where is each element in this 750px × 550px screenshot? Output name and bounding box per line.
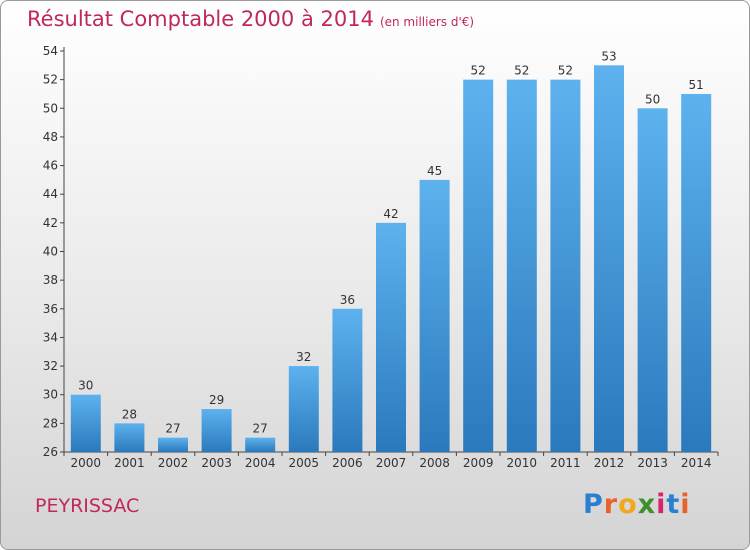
x-tick-label-2002: 2002 (158, 456, 189, 470)
x-tick-label-2008: 2008 (419, 456, 450, 470)
logo-letter: r (603, 489, 619, 520)
data-label-2011: 52 (558, 64, 573, 78)
chart-subtitle: (en milliers d'€) (379, 15, 475, 29)
y-tick-label: 36 (43, 302, 58, 316)
bar-2003 (201, 409, 232, 452)
x-tick-label-2010: 2010 (507, 456, 538, 470)
x-tick-label-2004: 2004 (245, 456, 276, 470)
bar-2004 (245, 437, 276, 452)
data-label-2012: 53 (601, 49, 616, 63)
y-tick-label: 44 (43, 187, 58, 201)
logo-letter: i (656, 489, 667, 520)
data-label-2003: 29 (209, 393, 224, 407)
chart-data-labels: 30 28 27 29 27 32 36 42 45 52 52 52 53 50 51 (78, 49, 704, 435)
x-tick-label-2000: 2000 (71, 456, 102, 470)
bar-2000 (70, 394, 101, 452)
data-label-2002: 27 (165, 422, 180, 436)
logo-letter: i (680, 489, 691, 520)
y-tick-label: 52 (43, 73, 58, 87)
x-tick-label-2005: 2005 (289, 456, 320, 470)
bar-2002 (158, 437, 188, 452)
logo-letter: o (618, 489, 638, 520)
data-label-2010: 52 (514, 64, 529, 78)
bar-2001 (114, 423, 145, 452)
logo-letter: P (583, 489, 604, 520)
y-tick-label: 54 (43, 44, 58, 58)
x-tick-label-2009: 2009 (463, 456, 494, 470)
y-tick-label: 46 (43, 159, 58, 173)
y-tick-label: 50 (43, 101, 58, 115)
bar-2006 (332, 308, 363, 452)
chart-bars (70, 65, 712, 453)
bar-2007 (376, 222, 406, 452)
commune-name: PEYRISSAC (35, 495, 140, 517)
chart-title: Résultat Comptable 2000 à 2014 (en millie… (27, 7, 474, 31)
bar-2009 (463, 79, 494, 453)
bar-2010 (506, 79, 537, 453)
y-tick-label: 28 (43, 416, 58, 430)
x-tick-label-2007: 2007 (376, 456, 407, 470)
x-tick-label-2014: 2014 (681, 456, 712, 470)
bar-2005 (288, 366, 319, 452)
bar-2014 (681, 93, 712, 452)
data-label-2000: 30 (78, 379, 93, 393)
data-label-2001: 28 (122, 407, 137, 421)
logo-letter: x (637, 489, 657, 520)
y-tick-label: 34 (43, 330, 58, 344)
data-label-2014: 51 (689, 78, 704, 92)
data-label-2005: 32 (296, 350, 311, 364)
data-label-2009: 52 (471, 64, 486, 78)
chart-axes: 26 28 30 32 34 36 38 40 42 44 46 48 50 52 54 2000 2001 20… (43, 44, 719, 470)
y-tick-label: 26 (43, 445, 58, 459)
bar-2008 (419, 179, 450, 452)
y-tick-label: 40 (43, 245, 58, 259)
data-label-2007: 42 (383, 207, 398, 221)
x-tick-label-2003: 2003 (201, 456, 232, 470)
logo-letter: t (666, 489, 681, 520)
bar-2013 (637, 108, 668, 453)
data-label-2013: 50 (645, 92, 660, 106)
data-label-2006: 36 (340, 293, 355, 307)
data-label-2004: 27 (253, 422, 268, 436)
x-tick-label-2013: 2013 (637, 456, 668, 470)
bar-2011 (550, 79, 581, 453)
x-tick-label-2012: 2012 (594, 456, 625, 470)
y-tick-label: 30 (43, 388, 58, 402)
title-text: Résultat Comptable 2000 à 2014 (27, 7, 374, 31)
x-tick-label-2001: 2001 (114, 456, 145, 470)
data-label-2008: 45 (427, 164, 442, 178)
y-tick-label: 38 (43, 273, 58, 287)
y-tick-label: 48 (43, 130, 58, 144)
bar-2012 (594, 65, 624, 453)
x-tick-label-2006: 2006 (332, 456, 363, 470)
x-tick-label-2011: 2011 (550, 456, 581, 470)
proxiti-logo: Proxiti (583, 489, 691, 520)
y-tick-label: 42 (43, 216, 58, 230)
y-tick-label: 32 (43, 359, 58, 373)
